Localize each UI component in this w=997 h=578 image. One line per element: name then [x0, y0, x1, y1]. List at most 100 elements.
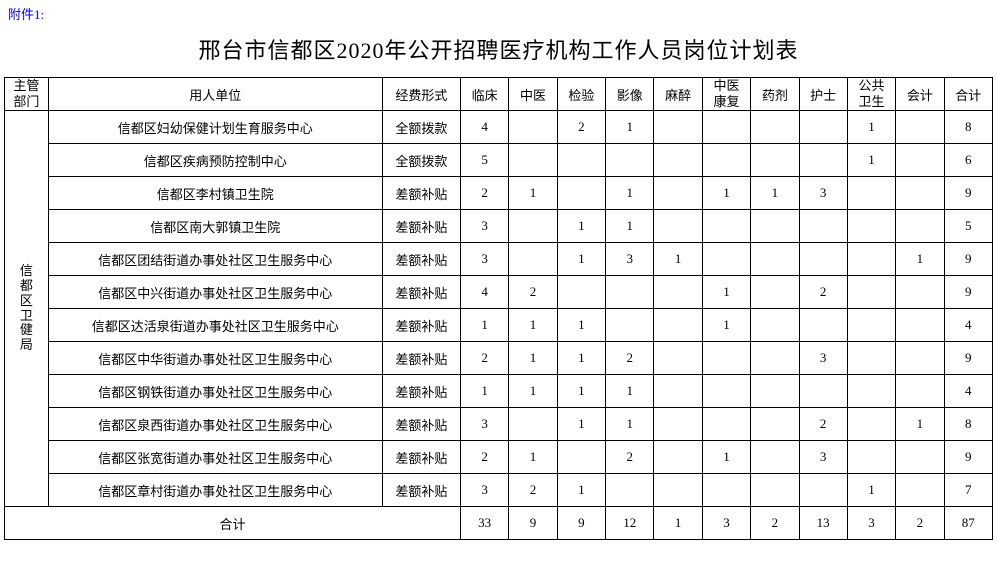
value-cell [896, 210, 944, 243]
fund-cell: 差额补贴 [382, 375, 460, 408]
total-cell: 12 [606, 507, 654, 540]
value-cell: 9 [944, 342, 992, 375]
value-cell: 1 [702, 276, 750, 309]
table-row: 信都区张宽街道办事处社区卫生服务中心差额补贴212139 [5, 441, 993, 474]
value-cell [654, 342, 702, 375]
unit-cell: 信都区妇幼保健计划生育服务中心 [48, 111, 382, 144]
value-cell [847, 210, 895, 243]
value-cell [896, 474, 944, 507]
value-cell: 1 [509, 441, 557, 474]
total-cell: 9 [509, 507, 557, 540]
table-row: 信都区中华街道办事处社区卫生服务中心差额补贴211239 [5, 342, 993, 375]
value-cell: 5 [944, 210, 992, 243]
value-cell: 1 [557, 474, 605, 507]
value-cell [751, 276, 799, 309]
value-cell: 1 [847, 111, 895, 144]
value-cell: 3 [460, 243, 508, 276]
value-cell [654, 111, 702, 144]
header-total: 合计 [944, 78, 992, 111]
value-cell: 9 [944, 441, 992, 474]
value-cell: 4 [944, 375, 992, 408]
fund-cell: 全额拨款 [382, 144, 460, 177]
value-cell: 3 [799, 342, 847, 375]
table-row: 信都区李村镇卫生院差额补贴2111139 [5, 177, 993, 210]
value-cell [847, 408, 895, 441]
value-cell: 1 [509, 375, 557, 408]
value-cell [751, 210, 799, 243]
total-cell: 3 [847, 507, 895, 540]
value-cell: 4 [460, 111, 508, 144]
value-cell: 3 [460, 408, 508, 441]
totals-label: 合计 [5, 507, 461, 540]
value-cell [896, 144, 944, 177]
value-cell [654, 408, 702, 441]
total-cell: 2 [751, 507, 799, 540]
fund-cell: 差额补贴 [382, 342, 460, 375]
value-cell [847, 342, 895, 375]
table-row: 信都区疾病预防控制中心全额拨款516 [5, 144, 993, 177]
value-cell [606, 276, 654, 309]
value-cell [702, 408, 750, 441]
table-row: 信都区团结街道办事处社区卫生服务中心差额补贴313119 [5, 243, 993, 276]
total-cell: 33 [460, 507, 508, 540]
value-cell [847, 375, 895, 408]
total-cell: 9 [557, 507, 605, 540]
value-cell: 1 [702, 177, 750, 210]
value-cell [751, 309, 799, 342]
value-cell: 1 [751, 177, 799, 210]
header-c2: 中医 [509, 78, 557, 111]
value-cell: 1 [557, 342, 605, 375]
value-cell [557, 144, 605, 177]
unit-cell: 信都区疾病预防控制中心 [48, 144, 382, 177]
value-cell: 8 [944, 111, 992, 144]
value-cell: 1 [654, 243, 702, 276]
header-fund: 经费形式 [382, 78, 460, 111]
total-cell: 1 [654, 507, 702, 540]
value-cell [654, 375, 702, 408]
value-cell [654, 309, 702, 342]
value-cell [751, 408, 799, 441]
unit-cell: 信都区章村街道办事处社区卫生服务中心 [48, 474, 382, 507]
value-cell [896, 342, 944, 375]
value-cell: 6 [944, 144, 992, 177]
value-cell: 1 [896, 408, 944, 441]
value-cell [702, 243, 750, 276]
header-c3: 检验 [557, 78, 605, 111]
fund-cell: 差额补贴 [382, 408, 460, 441]
value-cell: 1 [557, 375, 605, 408]
value-cell [847, 441, 895, 474]
page-title: 邢台市信都区2020年公开招聘医疗机构工作人员岗位计划表 [4, 33, 993, 65]
value-cell: 3 [799, 441, 847, 474]
value-cell: 1 [509, 177, 557, 210]
table-row: 信都区钢铁街道办事处社区卫生服务中心差额补贴11114 [5, 375, 993, 408]
value-cell [799, 111, 847, 144]
value-cell: 2 [606, 342, 654, 375]
value-cell [509, 243, 557, 276]
value-cell: 4 [944, 309, 992, 342]
value-cell: 1 [702, 309, 750, 342]
value-cell [702, 210, 750, 243]
unit-cell: 信都区李村镇卫生院 [48, 177, 382, 210]
value-cell: 1 [847, 144, 895, 177]
value-cell [654, 144, 702, 177]
value-cell: 3 [606, 243, 654, 276]
value-cell [557, 177, 605, 210]
value-cell [509, 408, 557, 441]
value-cell [702, 342, 750, 375]
fund-cell: 差额补贴 [382, 276, 460, 309]
value-cell: 2 [460, 177, 508, 210]
unit-cell: 信都区张宽街道办事处社区卫生服务中心 [48, 441, 382, 474]
value-cell: 9 [944, 177, 992, 210]
value-cell: 3 [799, 177, 847, 210]
value-cell: 1 [557, 210, 605, 243]
value-cell: 2 [606, 441, 654, 474]
value-cell [751, 441, 799, 474]
value-cell: 3 [460, 474, 508, 507]
table-row: 信都区章村街道办事处社区卫生服务中心差额补贴32117 [5, 474, 993, 507]
header-unit: 用人单位 [48, 78, 382, 111]
value-cell: 2 [557, 111, 605, 144]
value-cell: 3 [460, 210, 508, 243]
attachment-label: 附件1: [4, 4, 993, 23]
value-cell [557, 276, 605, 309]
value-cell [654, 276, 702, 309]
